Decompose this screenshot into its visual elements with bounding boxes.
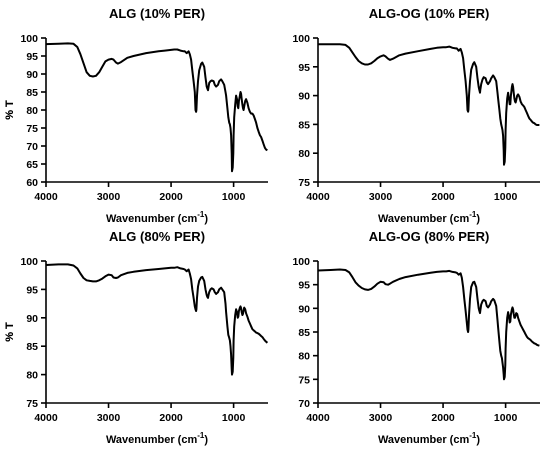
chart-title: ALG-OG (80% PER) [369, 229, 490, 244]
y-tick-label: 65 [26, 159, 38, 171]
x-axis-label: Wavenumber (cm-1) [106, 431, 208, 446]
x-tick-label: 1000 [222, 191, 246, 203]
spectrum-line [45, 42, 268, 173]
x-axis-label-main: Wavenumber (cm [378, 434, 470, 446]
y-tick-label: 75 [298, 177, 310, 189]
x-tick-label: 2000 [431, 191, 455, 203]
x-axis-label: Wavenumber (cm-1) [378, 210, 480, 225]
y-tick-label: 100 [20, 33, 38, 45]
x-tick-label: 3000 [97, 191, 121, 203]
y-tick-label: 100 [20, 256, 38, 268]
y-tick-label: 95 [26, 284, 38, 296]
y-axis-label: % T [4, 322, 16, 342]
x-axis-label-superscript: -1 [469, 431, 477, 440]
x-axis-label-main: Wavenumber (cm [106, 213, 198, 225]
x-tick-label: 3000 [97, 412, 121, 424]
spectrum-line [317, 268, 540, 381]
y-tick-label: 90 [298, 91, 310, 103]
y-tick-label: 80 [26, 370, 38, 382]
x-axis-label: Wavenumber (cm-1) [378, 431, 480, 446]
x-axis-label-main: Wavenumber (cm [106, 434, 198, 446]
x-tick-label: 2000 [431, 412, 455, 424]
y-tick-label: 80 [26, 105, 38, 117]
x-axis-label-end: ) [204, 434, 208, 446]
y-axis-label: % T [4, 100, 16, 120]
y-tick-label: 80 [298, 148, 310, 160]
x-axis-label-main: Wavenumber (cm [378, 213, 470, 225]
y-tick-label: 100 [292, 256, 310, 268]
y-axis-label: % T [4, 322, 16, 342]
x-tick-label: 2000 [159, 191, 183, 203]
x-axis-label-superscript: -1 [197, 210, 205, 219]
x-tick-label: 4000 [306, 191, 330, 203]
x-tick-label: 1000 [494, 412, 518, 424]
x-tick-label: 3000 [369, 412, 393, 424]
chart-panel-3: ALG (80% PER) 75 80 85 90 95 100 4000 3000 2000 10… [4, 229, 269, 446]
y-tick-label: 90 [26, 313, 38, 325]
x-tick-label: 4000 [34, 412, 58, 424]
y-tick-label: 85 [298, 327, 310, 339]
y-tick-label: 95 [26, 51, 38, 63]
chart-panel-4: ALG-OG (80% PER) 70 75 80 85 90 95 100 4000 3000 2… [4, 229, 540, 446]
y-tick-label: 70 [298, 398, 310, 410]
y-axis-label: % T [4, 100, 16, 120]
chart-title: ALG (80% PER) [109, 229, 205, 244]
chart-panel-2: ALG-OG (10% PER) 75 80 85 90 95 100 4000 3000 200… [4, 6, 540, 225]
chart-panel-1: ALG (10% PER) 60 65 70 75 80 85 90 95 100 4000 3000… [4, 6, 268, 225]
y-tick-label: 90 [298, 303, 310, 315]
x-axis-label-end: ) [204, 213, 208, 225]
x-tick-label: 4000 [306, 412, 330, 424]
x-axis-label-end: ) [476, 434, 480, 446]
y-tick-label: 90 [26, 69, 38, 81]
x-axis-label-superscript: -1 [197, 431, 205, 440]
x-tick-label: 3000 [369, 191, 393, 203]
spectrum-line [318, 43, 540, 166]
y-tick-label: 75 [26, 398, 38, 410]
y-tick-label: 75 [298, 374, 310, 386]
y-tick-label: 95 [298, 280, 310, 292]
y-tick-label: 100 [292, 33, 310, 45]
chart-title: ALG (10% PER) [109, 6, 205, 21]
x-tick-label: 4000 [34, 191, 58, 203]
x-axis-label-superscript: -1 [469, 210, 477, 219]
x-axis-label: Wavenumber (cm-1) [106, 210, 208, 225]
x-tick-label: 1000 [222, 412, 246, 424]
y-tick-label: 60 [26, 177, 38, 189]
x-tick-label: 2000 [159, 412, 183, 424]
y-tick-label: 85 [26, 87, 38, 99]
y-tick-label: 70 [26, 141, 38, 153]
y-tick-label: 85 [298, 119, 310, 131]
y-tick-label: 85 [26, 341, 38, 353]
x-axis-label-end: ) [476, 213, 480, 225]
y-tick-label: 75 [26, 123, 38, 135]
y-tick-label: 95 [298, 62, 310, 74]
y-tick-label: 80 [298, 351, 310, 363]
x-tick-label: 1000 [494, 191, 518, 203]
spectrum-line [45, 263, 269, 376]
chart-title: ALG-OG (10% PER) [369, 6, 490, 21]
